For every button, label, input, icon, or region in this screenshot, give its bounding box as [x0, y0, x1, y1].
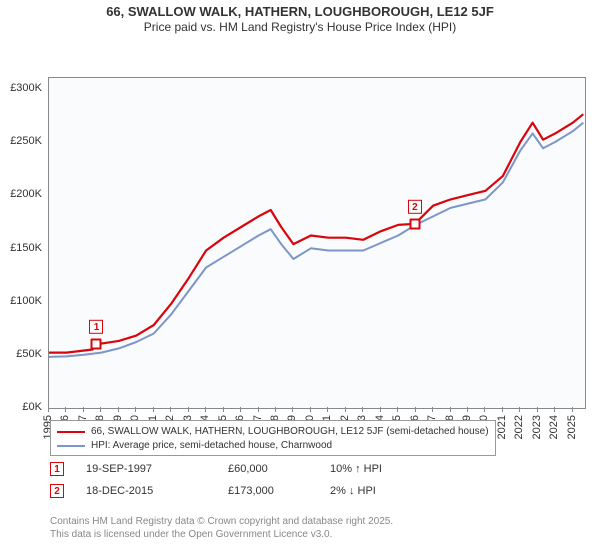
transaction-price: £173,000	[228, 485, 308, 497]
x-tick-mark	[345, 407, 346, 412]
x-tick-mark	[519, 407, 520, 412]
x-tick-mark	[415, 407, 416, 412]
title-line1: 66, SWALLOW WALK, HATHERN, LOUGHBOROUGH,…	[0, 4, 600, 20]
y-tick-label: £200K	[10, 188, 42, 200]
x-tick-mark	[310, 407, 311, 412]
x-tick-mark	[258, 407, 259, 412]
series-price_paid	[49, 114, 583, 352]
legend-item: HPI: Average price, semi-detached house,…	[57, 439, 489, 453]
data-point-badge: 1	[89, 320, 103, 334]
x-tick-mark	[362, 407, 363, 412]
legend-swatch	[57, 431, 85, 433]
transaction-date: 18-DEC-2015	[86, 485, 206, 497]
transaction-date: 19-SEP-1997	[86, 463, 206, 475]
x-tick-mark	[292, 407, 293, 412]
x-tick-mark	[118, 407, 119, 412]
transaction-list: 1 19-SEP-1997 £60,000 10% ↑ HPI 2 18-DEC-2015…	[50, 462, 450, 506]
x-tick-mark	[450, 407, 451, 412]
legend-item: 66, SWALLOW WALK, HATHERN, LOUGHBOROUGH,…	[57, 425, 489, 439]
y-axis-labels: £0K£50K£100K£150K£200K£250K£300K	[0, 77, 46, 407]
y-tick-label: £50K	[16, 348, 42, 360]
legend-label: 66, SWALLOW WALK, HATHERN, LOUGHBOROUGH,…	[91, 425, 489, 439]
x-tick-label: 2024	[548, 415, 560, 439]
chart-title: 66, SWALLOW WALK, HATHERN, LOUGHBOROUGH,…	[0, 0, 600, 35]
data-point-badge: 2	[408, 200, 422, 214]
x-tick-mark	[100, 407, 101, 412]
x-tick-label: 2023	[531, 415, 543, 439]
x-tick-mark	[554, 407, 555, 412]
x-tick-mark	[65, 407, 66, 412]
y-tick-label: £100K	[10, 295, 42, 307]
x-tick-mark	[432, 407, 433, 412]
x-tick-mark	[223, 407, 224, 412]
x-tick-mark	[327, 407, 328, 412]
x-tick-mark	[572, 407, 573, 412]
transaction-badge: 1	[50, 462, 64, 476]
title-line2: Price paid vs. HM Land Registry's House …	[0, 20, 600, 35]
plot-area: 12	[48, 77, 586, 409]
legend-label: HPI: Average price, semi-detached house,…	[91, 439, 332, 453]
y-tick-label: £250K	[10, 135, 42, 147]
transaction-badge: 2	[50, 484, 64, 498]
transaction-change: 2% ↓ HPI	[330, 485, 450, 497]
x-tick-label: 2025	[566, 415, 578, 439]
x-tick-mark	[83, 407, 84, 412]
transaction-row: 1 19-SEP-1997 £60,000 10% ↑ HPI	[50, 462, 450, 476]
x-tick-mark	[153, 407, 154, 412]
legend: 66, SWALLOW WALK, HATHERN, LOUGHBOROUGH,…	[50, 420, 496, 456]
series-hpi	[49, 123, 583, 357]
x-tick-mark	[380, 407, 381, 412]
data-point-marker	[91, 339, 102, 350]
y-tick-label: £150K	[10, 242, 42, 254]
x-tick-label: 2022	[513, 415, 525, 439]
x-tick-mark	[205, 407, 206, 412]
footer-line1: Contains HM Land Registry data © Crown c…	[50, 516, 393, 529]
footer-line2: This data is licensed under the Open Gov…	[50, 529, 393, 542]
x-tick-mark	[275, 407, 276, 412]
x-tick-mark	[537, 407, 538, 412]
transaction-price: £60,000	[228, 463, 308, 475]
y-tick-label: £0K	[22, 401, 42, 413]
line-series	[49, 78, 585, 408]
x-tick-mark	[170, 407, 171, 412]
x-tick-mark	[48, 407, 49, 412]
x-tick-mark	[135, 407, 136, 412]
x-tick-mark	[484, 407, 485, 412]
y-tick-label: £300K	[10, 82, 42, 94]
x-tick-mark	[397, 407, 398, 412]
x-tick-mark	[467, 407, 468, 412]
x-tick-mark	[502, 407, 503, 412]
transaction-row: 2 18-DEC-2015 £173,000 2% ↓ HPI	[50, 484, 450, 498]
footer-attribution: Contains HM Land Registry data © Crown c…	[50, 516, 393, 541]
legend-swatch	[57, 445, 85, 447]
x-tick-mark	[188, 407, 189, 412]
x-tick-label: 2021	[496, 415, 508, 439]
x-tick-mark	[240, 407, 241, 412]
transaction-change: 10% ↑ HPI	[330, 463, 450, 475]
data-point-marker	[409, 219, 420, 230]
